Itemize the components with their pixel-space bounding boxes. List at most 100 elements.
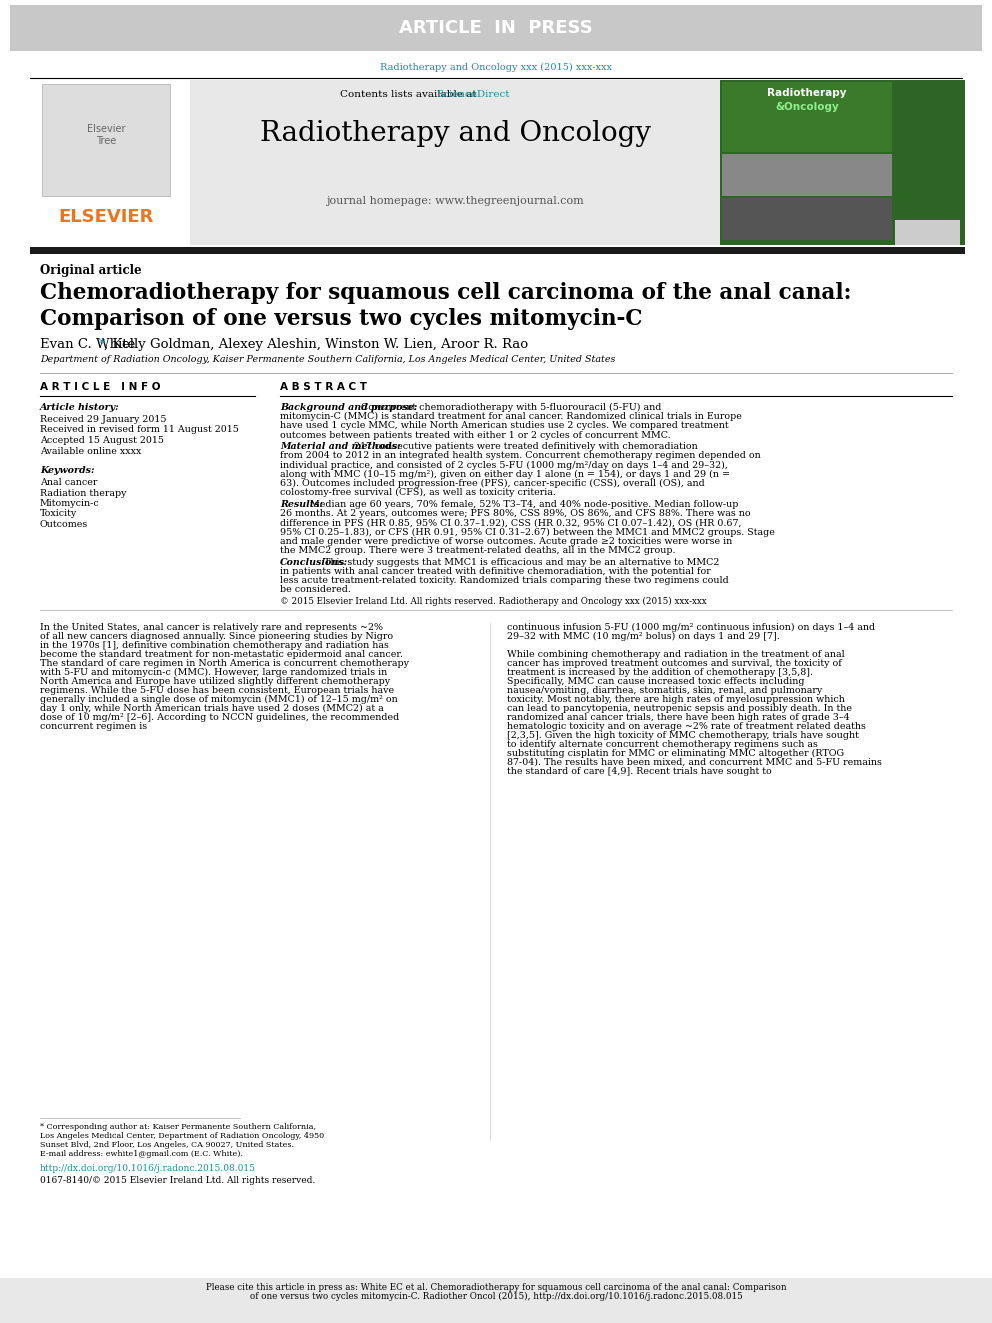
Text: Outcomes: Outcomes [40, 520, 88, 529]
Bar [722, 82, 892, 152]
Text: nausea/vomiting, diarrhea, stomatitis, skin, renal, and pulmonary: nausea/vomiting, diarrhea, stomatitis, s… [507, 687, 822, 695]
Text: Radiation therapy: Radiation therapy [40, 488, 127, 497]
Text: regimens. While the 5-FU dose has been consistent, European trials have: regimens. While the 5-FU dose has been c… [40, 687, 394, 695]
Bar [895, 220, 960, 245]
Bar [190, 79, 720, 245]
Text: toxicity. Most notably, there are high rates of myelosuppression which: toxicity. Most notably, there are high r… [507, 695, 845, 704]
Text: individual practice, and consisted of 2 cycles 5-FU (1000 mg/m²/day on days 1–4 : individual practice, and consisted of 2 … [280, 460, 728, 470]
Text: In the United States, anal cancer is relatively rare and represents ~2%: In the United States, anal cancer is rel… [40, 623, 383, 632]
Text: mitomycin-C (MMC) is standard treatment for anal cancer. Randomized clinical tri: mitomycin-C (MMC) is standard treatment … [280, 413, 742, 421]
Text: Elsevier
Tree: Elsevier Tree [86, 124, 125, 146]
Text: Contents lists available at: Contents lists available at [340, 90, 480, 99]
Text: outcomes between patients treated with either 1 or 2 cycles of concurrent MMC.: outcomes between patients treated with e… [280, 430, 671, 439]
Text: Los Angeles Medical Center, Department of Radiation Oncology, 4950: Los Angeles Medical Center, Department o… [40, 1132, 324, 1140]
Text: Received 29 January 2015: Received 29 January 2015 [40, 415, 167, 423]
Text: in the 1970s [1], definitive combination chemotherapy and radiation has: in the 1970s [1], definitive combination… [40, 642, 389, 650]
Text: Accepted 15 August 2015: Accepted 15 August 2015 [40, 437, 164, 445]
Text: &Oncology: &Oncology [775, 102, 839, 112]
Text: Conclusions:: Conclusions: [280, 558, 348, 566]
Bar [42, 83, 170, 196]
Bar [720, 79, 965, 245]
Text: be considered.: be considered. [280, 585, 351, 594]
Text: [2,3,5]. Given the high toxicity of MMC chemotherapy, trials have sought: [2,3,5]. Given the high toxicity of MMC … [507, 732, 859, 740]
Text: Anal cancer: Anal cancer [40, 478, 97, 487]
Text: Sunset Blvd, 2nd Floor, Los Angeles, CA 90027, United States.: Sunset Blvd, 2nd Floor, Los Angeles, CA … [40, 1140, 294, 1148]
Bar [10, 5, 982, 52]
Bar [722, 198, 892, 239]
Text: generally included a single dose of mitomycin (MMC1) of 12–15 mg/m² on: generally included a single dose of mito… [40, 695, 398, 704]
Text: A R T I C L E   I N F O: A R T I C L E I N F O [40, 382, 161, 392]
Text: substituting cisplatin for MMC or eliminating MMC altogether (RTOG: substituting cisplatin for MMC or elimin… [507, 749, 844, 758]
Text: 0167-8140/© 2015 Elsevier Ireland Ltd. All rights reserved.: 0167-8140/© 2015 Elsevier Ireland Ltd. A… [40, 1176, 315, 1185]
Text: 95% CI 0.25–1.83), or CFS (HR 0.91, 95% CI 0.31–2.67) between the MMC1 and MMC2 : 95% CI 0.25–1.83), or CFS (HR 0.91, 95% … [280, 528, 775, 537]
Text: Received in revised form 11 August 2015: Received in revised form 11 August 2015 [40, 426, 239, 434]
Text: Mitomycin-c: Mitomycin-c [40, 499, 100, 508]
Text: 26 months. At 2 years, outcomes were; PFS 80%, CSS 89%, OS 86%, and CFS 88%. The: 26 months. At 2 years, outcomes were; PF… [280, 509, 751, 519]
Text: This study suggests that MMC1 is efficacious and may be an alternative to MMC2: This study suggests that MMC1 is efficac… [320, 558, 719, 566]
Text: * Corresponding author at: Kaiser Permanente Southern California,: * Corresponding author at: Kaiser Perman… [40, 1123, 316, 1131]
Text: 63). Outcomes included progression-free (PFS), cancer-specific (CSS), overall (O: 63). Outcomes included progression-free … [280, 479, 704, 488]
Text: Radiotherapy: Radiotherapy [767, 89, 847, 98]
Text: Median age 60 years, 70% female, 52% T3–T4, and 40% node-positive. Median follow: Median age 60 years, 70% female, 52% T3–… [308, 500, 739, 509]
Text: Original article: Original article [40, 265, 142, 277]
Text: dose of 10 mg/m² [2–6]. According to NCCN guidelines, the recommended: dose of 10 mg/m² [2–6]. According to NCC… [40, 713, 399, 722]
Text: Please cite this article in press as: White EC et al. Chemoradiotherapy for squa: Please cite this article in press as: Wh… [205, 1283, 787, 1293]
Text: 217 consecutive patients were treated definitively with chemoradiation: 217 consecutive patients were treated de… [351, 442, 698, 451]
Text: colostomy-free survival (CFS), as well as toxicity criteria.: colostomy-free survival (CFS), as well a… [280, 488, 556, 497]
Text: © 2015 Elsevier Ireland Ltd. All rights reserved. Radiotherapy and Oncology xxx : © 2015 Elsevier Ireland Ltd. All rights … [280, 597, 706, 606]
Text: less acute treatment-related toxicity. Randomized trials comparing these two reg: less acute treatment-related toxicity. R… [280, 576, 729, 585]
Text: continuous infusion 5-FU (1000 mg/m² continuous infusion) on days 1–4 and: continuous infusion 5-FU (1000 mg/m² con… [507, 623, 875, 632]
Bar [722, 153, 892, 196]
Text: Concurrent chemoradiotherapy with 5-fluorouracil (5-FU) and: Concurrent chemoradiotherapy with 5-fluo… [358, 404, 662, 413]
Text: of all new cancers diagnosed annually. Since pioneering studies by Nigro: of all new cancers diagnosed annually. S… [40, 632, 393, 642]
Text: ARTICLE  IN  PRESS: ARTICLE IN PRESS [399, 19, 593, 37]
Text: Article history:: Article history: [40, 404, 120, 411]
Text: hematologic toxicity and on average ~2% rate of treatment related deaths: hematologic toxicity and on average ~2% … [507, 722, 866, 732]
Text: have used 1 cycle MMC, while North American studies use 2 cycles. We compared tr: have used 1 cycle MMC, while North Ameri… [280, 422, 729, 430]
Text: the standard of care [4,9]. Recent trials have sought to: the standard of care [4,9]. Recent trial… [507, 767, 772, 777]
Text: http://dx.doi.org/10.1016/j.radonc.2015.08.015: http://dx.doi.org/10.1016/j.radonc.2015.… [40, 1164, 256, 1174]
Text: Results:: Results: [280, 500, 323, 509]
Text: randomized anal cancer trials, there have been high rates of grade 3–4: randomized anal cancer trials, there hav… [507, 713, 849, 722]
Text: The standard of care regimen in North America is concurrent chemotherapy: The standard of care regimen in North Am… [40, 659, 409, 668]
Text: ELSEVIER: ELSEVIER [59, 208, 154, 226]
Text: with 5-FU and mitomycin-c (MMC). However, large randomized trials in: with 5-FU and mitomycin-c (MMC). However… [40, 668, 387, 677]
Text: become the standard treatment for non-metastatic epidermoid anal cancer.: become the standard treatment for non-me… [40, 650, 403, 659]
Text: treatment is increased by the addition of chemotherapy [3,5,8].: treatment is increased by the addition o… [507, 668, 813, 677]
Text: to identify alternate concurrent chemotherapy regimens such as: to identify alternate concurrent chemoth… [507, 740, 817, 749]
Text: from 2004 to 2012 in an integrated health system. Concurrent chemotherapy regime: from 2004 to 2012 in an integrated healt… [280, 451, 761, 460]
Text: day 1 only, while North American trials have used 2 doses (MMC2) at a: day 1 only, while North American trials … [40, 704, 384, 713]
Text: cancer has improved treatment outcomes and survival, the toxicity of: cancer has improved treatment outcomes a… [507, 659, 842, 668]
Text: Evan C. White: Evan C. White [40, 337, 135, 351]
Text: , Kelly Goldman, Alexey Aleshin, Winston W. Lien, Aroor R. Rao: , Kelly Goldman, Alexey Aleshin, Winston… [104, 337, 529, 351]
Text: E-mail address: ewhite1@gmail.com (E.C. White).: E-mail address: ewhite1@gmail.com (E.C. … [40, 1150, 243, 1158]
Text: the MMC2 group. There were 3 treatment-related deaths, all in the MMC2 group.: the MMC2 group. There were 3 treatment-r… [280, 546, 676, 556]
Text: can lead to pancytopenia, neutropenic sepsis and possibly death. In the: can lead to pancytopenia, neutropenic se… [507, 704, 852, 713]
Text: ScienceDirect: ScienceDirect [436, 90, 510, 99]
Text: Chemoradiotherapy for squamous cell carcinoma of the anal canal:: Chemoradiotherapy for squamous cell carc… [40, 282, 851, 304]
Text: concurrent regimen is: concurrent regimen is [40, 722, 147, 732]
Text: North America and Europe have utilized slightly different chemotherapy: North America and Europe have utilized s… [40, 677, 390, 687]
Text: along with MMC (10–15 mg/m²), given on either day 1 alone (n = 154), or days 1 a: along with MMC (10–15 mg/m²), given on e… [280, 470, 730, 479]
Text: Department of Radiation Oncology, Kaiser Permanente Southern California, Los Ang: Department of Radiation Oncology, Kaiser… [40, 355, 615, 364]
Bar [30, 247, 965, 254]
Bar [0, 1278, 992, 1323]
Text: Comparison of one versus two cycles mitomycin-C: Comparison of one versus two cycles mito… [40, 308, 643, 329]
Bar [30, 79, 190, 245]
Text: Keywords:: Keywords: [40, 466, 94, 475]
Text: A B S T R A C T: A B S T R A C T [280, 382, 367, 392]
Text: in patients with anal cancer treated with definitive chemoradiation, with the po: in patients with anal cancer treated wit… [280, 566, 710, 576]
Text: difference in PFS (HR 0.85, 95% CI 0.37–1.92), CSS (HR 0.32, 95% CI 0.07–1.42), : difference in PFS (HR 0.85, 95% CI 0.37–… [280, 519, 741, 528]
Text: Radiotherapy and Oncology: Radiotherapy and Oncology [260, 120, 651, 147]
Text: Background and purpose:: Background and purpose: [280, 404, 418, 411]
Text: While combining chemotherapy and radiation in the treatment of anal: While combining chemotherapy and radiati… [507, 650, 845, 659]
Text: *: * [99, 337, 106, 351]
Text: Radiotherapy and Oncology xxx (2015) xxx-xxx: Radiotherapy and Oncology xxx (2015) xxx… [380, 64, 612, 73]
Text: 29–32 with MMC (10 mg/m² bolus) on days 1 and 29 [7].: 29–32 with MMC (10 mg/m² bolus) on days … [507, 632, 780, 642]
Text: Material and methods:: Material and methods: [280, 442, 401, 451]
Text: 87-04). The results have been mixed, and concurrent MMC and 5-FU remains: 87-04). The results have been mixed, and… [507, 758, 882, 767]
Text: journal homepage: www.thegreenjournal.com: journal homepage: www.thegreenjournal.co… [326, 196, 584, 206]
Text: and male gender were predictive of worse outcomes. Acute grade ≥2 toxicities wer: and male gender were predictive of worse… [280, 537, 732, 546]
Text: Toxicity: Toxicity [40, 509, 77, 519]
Text: of one versus two cycles mitomycin-C. Radiother Oncol (2015), http://dx.doi.org/: of one versus two cycles mitomycin-C. Ra… [250, 1293, 742, 1301]
